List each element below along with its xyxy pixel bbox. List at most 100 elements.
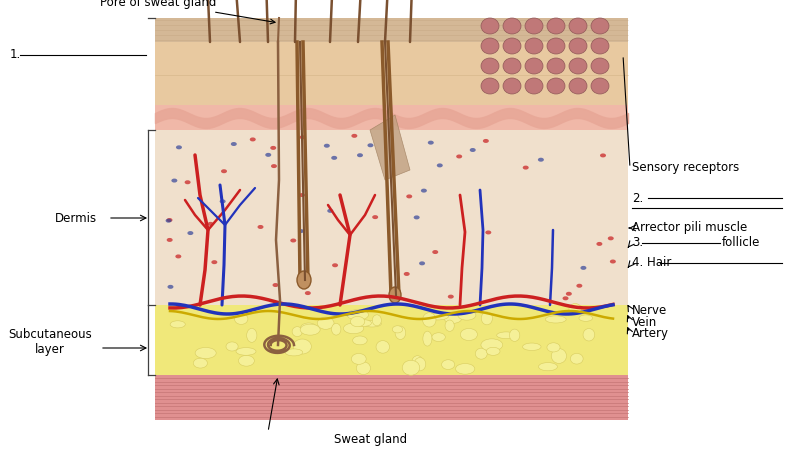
Ellipse shape <box>481 58 499 74</box>
Ellipse shape <box>298 229 304 233</box>
Ellipse shape <box>292 327 302 336</box>
Ellipse shape <box>470 148 476 152</box>
Ellipse shape <box>231 142 237 146</box>
Ellipse shape <box>258 225 263 229</box>
Ellipse shape <box>300 324 320 335</box>
Ellipse shape <box>389 287 401 303</box>
Ellipse shape <box>372 215 378 219</box>
Ellipse shape <box>412 355 423 368</box>
Ellipse shape <box>166 238 173 242</box>
Ellipse shape <box>331 323 341 335</box>
Ellipse shape <box>226 342 238 351</box>
Ellipse shape <box>551 349 566 363</box>
Ellipse shape <box>301 323 317 332</box>
Text: follicle: follicle <box>722 237 760 250</box>
Ellipse shape <box>221 169 227 173</box>
Ellipse shape <box>392 326 402 333</box>
Ellipse shape <box>442 360 454 370</box>
Ellipse shape <box>236 348 256 355</box>
Ellipse shape <box>414 215 420 219</box>
Ellipse shape <box>305 291 311 295</box>
Text: Subcutaneous
layer: Subcutaneous layer <box>8 328 92 356</box>
Ellipse shape <box>332 263 338 267</box>
Ellipse shape <box>211 260 218 264</box>
Text: Nerve: Nerve <box>632 304 667 316</box>
Ellipse shape <box>426 313 449 320</box>
Ellipse shape <box>185 180 190 184</box>
Text: 1.: 1. <box>10 49 22 61</box>
Ellipse shape <box>444 312 462 323</box>
Ellipse shape <box>581 266 586 270</box>
Text: Pore of sweat gland: Pore of sweat gland <box>100 0 275 24</box>
Ellipse shape <box>318 317 334 329</box>
Ellipse shape <box>175 254 182 258</box>
Ellipse shape <box>350 316 365 327</box>
Ellipse shape <box>171 178 178 183</box>
Ellipse shape <box>357 153 363 157</box>
Ellipse shape <box>351 134 358 138</box>
Bar <box>155 18 628 42</box>
Bar <box>155 375 628 420</box>
Ellipse shape <box>324 144 330 148</box>
Ellipse shape <box>234 313 248 325</box>
Ellipse shape <box>570 353 583 364</box>
Ellipse shape <box>547 343 560 352</box>
Text: Vein: Vein <box>632 316 658 329</box>
Ellipse shape <box>246 328 257 342</box>
Bar <box>155 105 628 130</box>
Ellipse shape <box>290 238 296 242</box>
Ellipse shape <box>456 154 462 158</box>
Ellipse shape <box>271 164 277 168</box>
Text: Arrector pili muscle: Arrector pili muscle <box>632 222 747 235</box>
Ellipse shape <box>297 271 311 289</box>
Text: Dermis: Dermis <box>55 212 97 224</box>
Ellipse shape <box>432 333 446 341</box>
Ellipse shape <box>569 18 587 34</box>
Ellipse shape <box>195 347 216 359</box>
Ellipse shape <box>367 143 374 147</box>
Ellipse shape <box>376 340 390 353</box>
Ellipse shape <box>546 316 566 323</box>
Ellipse shape <box>569 78 587 94</box>
Ellipse shape <box>547 38 565 54</box>
Ellipse shape <box>538 158 544 162</box>
Ellipse shape <box>486 231 491 234</box>
Text: 4. Hair: 4. Hair <box>632 257 671 270</box>
Ellipse shape <box>481 18 499 34</box>
Ellipse shape <box>497 332 515 339</box>
Ellipse shape <box>483 139 489 143</box>
Ellipse shape <box>220 199 226 203</box>
Ellipse shape <box>390 288 395 292</box>
Ellipse shape <box>445 320 454 331</box>
Ellipse shape <box>600 153 606 158</box>
Ellipse shape <box>569 304 582 315</box>
Ellipse shape <box>327 209 334 213</box>
Ellipse shape <box>356 362 370 375</box>
Polygon shape <box>370 115 410 180</box>
Ellipse shape <box>503 58 521 74</box>
Ellipse shape <box>538 363 558 371</box>
Ellipse shape <box>510 329 520 341</box>
Ellipse shape <box>579 315 593 321</box>
Ellipse shape <box>428 141 434 145</box>
Ellipse shape <box>610 260 616 263</box>
Ellipse shape <box>591 38 609 54</box>
Ellipse shape <box>455 364 475 374</box>
Ellipse shape <box>608 237 614 240</box>
Ellipse shape <box>419 262 425 265</box>
Ellipse shape <box>166 219 171 223</box>
Ellipse shape <box>569 38 587 54</box>
Ellipse shape <box>347 310 369 320</box>
Ellipse shape <box>395 326 406 340</box>
Ellipse shape <box>547 18 565 34</box>
Text: Sweat gland: Sweat gland <box>334 434 407 446</box>
Ellipse shape <box>404 272 410 276</box>
Ellipse shape <box>525 78 543 94</box>
Ellipse shape <box>421 188 427 192</box>
Ellipse shape <box>414 357 426 371</box>
Ellipse shape <box>569 58 587 74</box>
Ellipse shape <box>402 360 420 375</box>
Ellipse shape <box>458 310 476 320</box>
Ellipse shape <box>299 193 305 197</box>
Ellipse shape <box>547 58 565 74</box>
